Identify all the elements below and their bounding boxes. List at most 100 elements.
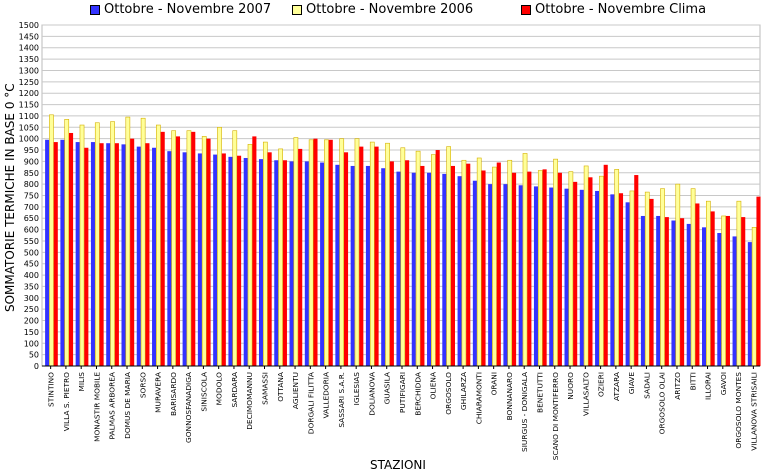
bar-series-1 [79,124,85,367]
x-axis-title: STAZIONI [370,458,426,472]
y-tick-label: 350 [24,282,39,291]
bar-series-2 [160,131,165,366]
x-tick-label: STINTINO [47,372,56,407]
bar-series-0 [381,168,386,366]
legend-item-2006: Ottobre - Novembre 2006 [292,2,473,17]
bar-series-1 [553,158,558,367]
bar-series-2 [114,143,119,366]
y-tick-label: 1500 [19,21,39,30]
bar-series-0 [640,215,645,366]
bar-series-2 [542,169,547,366]
y-tick-label: 150 [24,328,39,337]
bar-series-1 [140,117,146,367]
x-tick-label: GHILARZA [459,372,468,410]
bar-series-0 [320,162,325,366]
bar-series-2 [405,160,410,366]
bar-series-2 [527,171,532,366]
bar-series-1 [614,169,620,367]
x-tick-label: VILLA S. PIETRO [62,372,71,431]
bar-series-0 [274,160,279,366]
x-tick-label: GUASILA [383,372,392,404]
x-tick-label: AGLIENTU [291,372,300,409]
bar-series-2 [84,147,89,366]
legend: Ottobre - Novembre 2007 Ottobre - Novemb… [0,2,762,20]
bar-series-1 [400,147,406,367]
bar-series-0 [549,187,554,366]
y-tick-label: 1200 [19,89,39,98]
x-tick-label: DOMUS DE MARIA [123,372,132,439]
x-tick-label: DOLIANOVA [367,372,376,416]
bar-series-1 [446,146,452,367]
bar-series-2 [466,163,471,366]
x-tick-label: GIAVE [627,372,636,395]
bar-series-1 [293,137,299,367]
bar-series-2 [343,152,349,366]
x-tick-label: VALLEDORIA [322,372,331,418]
y-axis-title: SOMMATORIE TERMICHE IN BASE 0 °C [3,83,17,312]
bar-series-2 [68,132,74,366]
bar-series-0 [304,161,309,366]
legend-swatch-2007 [90,4,100,15]
bar-series-0 [747,242,752,366]
bar-series-1 [308,139,314,367]
bar-series-1 [49,114,54,367]
bar-series-2 [573,181,578,366]
y-tick-label: 50 [29,351,39,360]
bar-series-2 [99,143,104,366]
x-tick-label: VILLASALTO [581,372,590,416]
legend-swatch-2006 [292,4,302,15]
bar-series-0 [45,139,50,366]
bar-series-1 [568,171,574,367]
bar-series-2 [512,172,517,366]
x-tick-label: GAVOI [719,372,728,395]
x-tick-label: SCANO DI MONTIFERRO [551,372,560,460]
x-tick-label: SADALI [642,372,651,399]
bar-series-1 [415,150,421,367]
bar-series-2 [557,172,562,366]
x-tick-label: IGLESIAS [352,372,361,406]
x-tick-label: MODOLO [215,372,224,406]
x-tick-label: SARDARA [230,372,239,408]
x-tick-label: BONNANARO [505,372,514,421]
bar-series-2 [680,218,685,366]
bar-series-1 [278,148,283,367]
bar-series-2 [664,217,669,366]
bar-series-1 [644,191,650,367]
bar-series-0 [518,185,523,366]
x-tick-label: ORANI [490,372,499,395]
bar-series-0 [533,186,539,366]
bar-series-1 [125,116,131,367]
bar-series-1 [751,227,757,367]
bar-series-2 [145,143,150,366]
bar-series-0 [152,147,157,366]
y-tick-label: 1250 [19,78,39,87]
x-tick-label: ILLORAI [704,372,713,400]
y-tick-label: 100 [24,339,39,348]
bar-series-0 [258,159,264,366]
bar-series-0 [686,223,691,366]
bar-series-2 [374,146,379,366]
x-tick-label: MONASTIR MOBILE [92,372,101,442]
y-tick-label: 1300 [19,66,39,75]
bar-series-2 [328,139,333,366]
bar-series-2 [313,138,318,366]
bar-series-1 [324,139,329,367]
legend-label-2006: Ottobre - Novembre 2006 [306,2,474,17]
bar-series-1 [110,121,115,367]
y-tick-label: 250 [24,305,39,314]
bar-series-2 [389,161,394,366]
x-tick-label: PUTIFIGARI [398,372,407,413]
y-tick-label: 600 [24,226,39,235]
bar-series-1 [736,200,742,367]
bar-series-0 [625,202,630,366]
bar-series-2 [588,177,593,366]
bar-series-0 [503,184,508,366]
x-tick-label: SASSARI S.A.R. [337,372,346,428]
bar-series-1 [629,190,635,367]
bar-series-1 [354,138,360,367]
bar-series-2 [756,196,761,366]
y-tick-label: 0 [34,362,39,371]
y-tick-label: 400 [24,271,39,280]
x-tick-label: PALMAS ARBOREA [108,372,117,439]
